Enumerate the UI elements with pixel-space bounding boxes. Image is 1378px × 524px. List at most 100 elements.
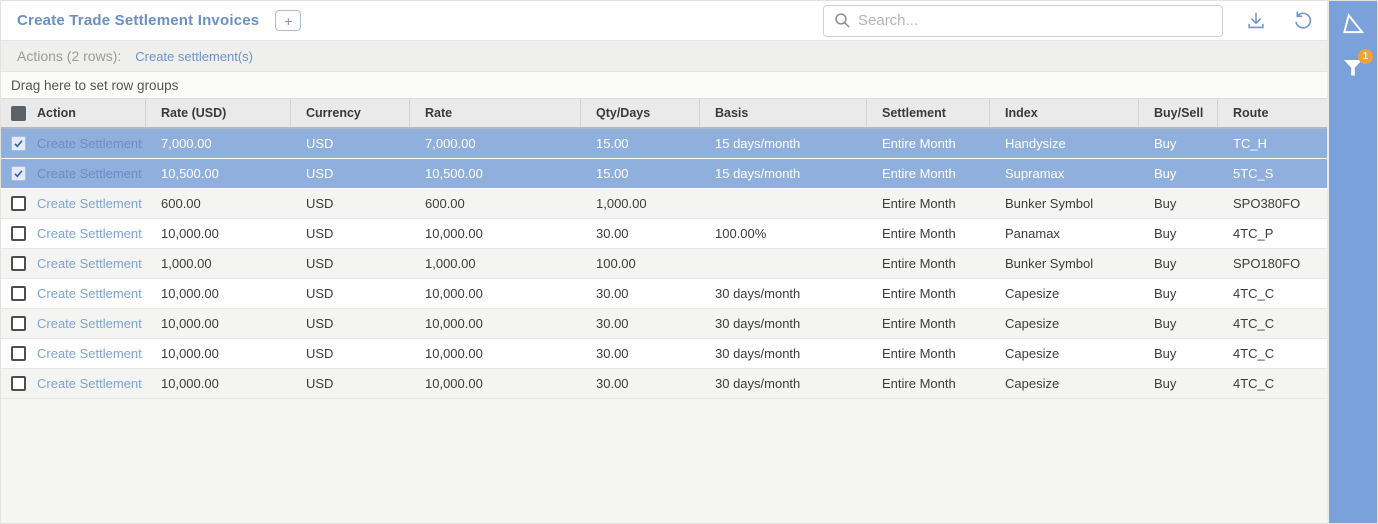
cell-buy-sell: Buy [1139,369,1218,398]
cell-rate: 10,000.00 [410,219,581,248]
cell-currency: USD [291,309,410,338]
cell-qty-days: 30.00 [581,279,700,308]
cell-index: Bunker Symbol [990,249,1139,278]
column-label-action: Action [37,106,76,120]
create-settlement-link[interactable]: Create Settlement [37,136,142,151]
cell-index: Capesize [990,279,1139,308]
create-settlement-link[interactable]: Create Settlement [37,166,142,181]
cell-qty-days: 15.00 [581,129,700,158]
table-row[interactable]: Create Settlement 10,000.00 USD 10,000.0… [1,279,1328,309]
search-icon [834,12,851,29]
cell-rate-usd: 10,000.00 [146,369,291,398]
cell-qty-days: 30.00 [581,219,700,248]
topbar: Create Trade Settlement Invoices + [1,1,1329,41]
column-header-action[interactable]: Action [1,99,146,127]
columns-tool-button[interactable] [1339,10,1367,38]
cell-action: Create Settlement [1,219,146,248]
column-header-qty-days[interactable]: Qty/Days [581,99,700,127]
cell-route: 4TC_C [1218,279,1328,308]
cell-rate: 7,000.00 [410,129,581,158]
table-row[interactable]: Create Settlement 7,000.00 USD 7,000.00 … [1,129,1328,159]
column-header-rate-usd[interactable]: Rate (USD) [146,99,291,127]
create-settlement-link[interactable]: Create Settlement [37,346,142,361]
create-settlement-link[interactable]: Create Settlement [37,316,142,331]
actions-label: Actions (2 rows): [17,48,121,64]
main-content: Create Trade Settlement Invoices + [1,1,1329,524]
create-settlement-link[interactable]: Create Settlement [37,196,142,211]
create-settlement-link[interactable]: Create Settlement [37,226,142,241]
cell-route: 5TC_S [1218,159,1328,188]
cell-basis: 30 days/month [700,369,867,398]
table-row[interactable]: Create Settlement 10,000.00 USD 10,000.0… [1,219,1328,249]
tool-sidebar: 1 [1327,1,1377,524]
cell-rate: 600.00 [410,189,581,218]
row-checkbox[interactable] [11,196,26,211]
row-checkbox[interactable] [11,226,26,241]
filter-tool-button[interactable]: 1 [1339,53,1367,81]
cell-qty-days: 100.00 [581,249,700,278]
cell-rate-usd: 7,000.00 [146,129,291,158]
cell-settlement: Entire Month [867,339,990,368]
search-box[interactable] [823,5,1223,37]
cell-qty-days: 15.00 [581,159,700,188]
cell-buy-sell: Buy [1139,129,1218,158]
page-title: Create Trade Settlement Invoices [17,12,259,29]
column-header-settlement[interactable]: Settlement [867,99,990,127]
search-input[interactable] [858,12,1212,29]
row-groups-label: Drag here to set row groups [11,78,178,93]
cell-action: Create Settlement [1,339,146,368]
cell-currency: USD [291,189,410,218]
row-checkbox[interactable] [11,286,26,301]
cell-currency: USD [291,279,410,308]
column-header-buy-sell[interactable]: Buy/Sell [1139,99,1218,127]
create-settlements-link[interactable]: Create settlement(s) [135,49,253,64]
row-groups-dropzone[interactable]: Drag here to set row groups [1,72,1329,99]
cell-currency: USD [291,339,410,368]
row-checkbox[interactable] [11,166,26,181]
column-header-index[interactable]: Index [990,99,1139,127]
cell-action: Create Settlement [1,369,146,398]
row-checkbox[interactable] [11,316,26,331]
row-checkbox[interactable] [11,256,26,271]
cell-basis: 30 days/month [700,339,867,368]
add-button[interactable]: + [275,10,301,31]
table-row[interactable]: Create Settlement 10,000.00 USD 10,000.0… [1,339,1328,369]
create-settlement-link[interactable]: Create Settlement [37,256,142,271]
column-header-basis[interactable]: Basis [700,99,867,127]
cell-currency: USD [291,369,410,398]
create-settlement-link[interactable]: Create Settlement [37,376,142,391]
download-button[interactable] [1243,8,1269,34]
cell-route: TC_H [1218,129,1328,158]
cell-action: Create Settlement [1,249,146,278]
table-row[interactable]: Create Settlement 10,500.00 USD 10,500.0… [1,159,1328,189]
table-row[interactable]: Create Settlement 1,000.00 USD 1,000.00 … [1,249,1328,279]
column-header-currency[interactable]: Currency [291,99,410,127]
cell-settlement: Entire Month [867,219,990,248]
undo-button[interactable] [1289,8,1315,34]
table-row[interactable]: Create Settlement 10,000.00 USD 10,000.0… [1,369,1328,399]
cell-index: Panamax [990,219,1139,248]
table-row[interactable]: Create Settlement 10,000.00 USD 10,000.0… [1,309,1328,339]
cell-buy-sell: Buy [1139,159,1218,188]
cell-currency: USD [291,249,410,278]
select-all-checkbox[interactable] [11,106,26,121]
row-checkbox[interactable] [11,376,26,391]
cell-basis: 30 days/month [700,279,867,308]
row-checkbox[interactable] [11,136,26,151]
cell-settlement: Entire Month [867,129,990,158]
cell-settlement: Entire Month [867,309,990,338]
create-settlement-link[interactable]: Create Settlement [37,286,142,301]
cell-rate: 10,000.00 [410,309,581,338]
cell-qty-days: 30.00 [581,339,700,368]
cell-rate: 10,500.00 [410,159,581,188]
table-row[interactable]: Create Settlement 600.00 USD 600.00 1,00… [1,189,1328,219]
cell-index: Supramax [990,159,1139,188]
row-checkbox[interactable] [11,346,26,361]
column-header-route[interactable]: Route [1218,99,1328,127]
download-icon [1245,10,1267,32]
column-header-rate[interactable]: Rate [410,99,581,127]
cell-rate-usd: 10,000.00 [146,309,291,338]
cell-action: Create Settlement [1,189,146,218]
cell-action: Create Settlement [1,309,146,338]
cell-settlement: Entire Month [867,159,990,188]
